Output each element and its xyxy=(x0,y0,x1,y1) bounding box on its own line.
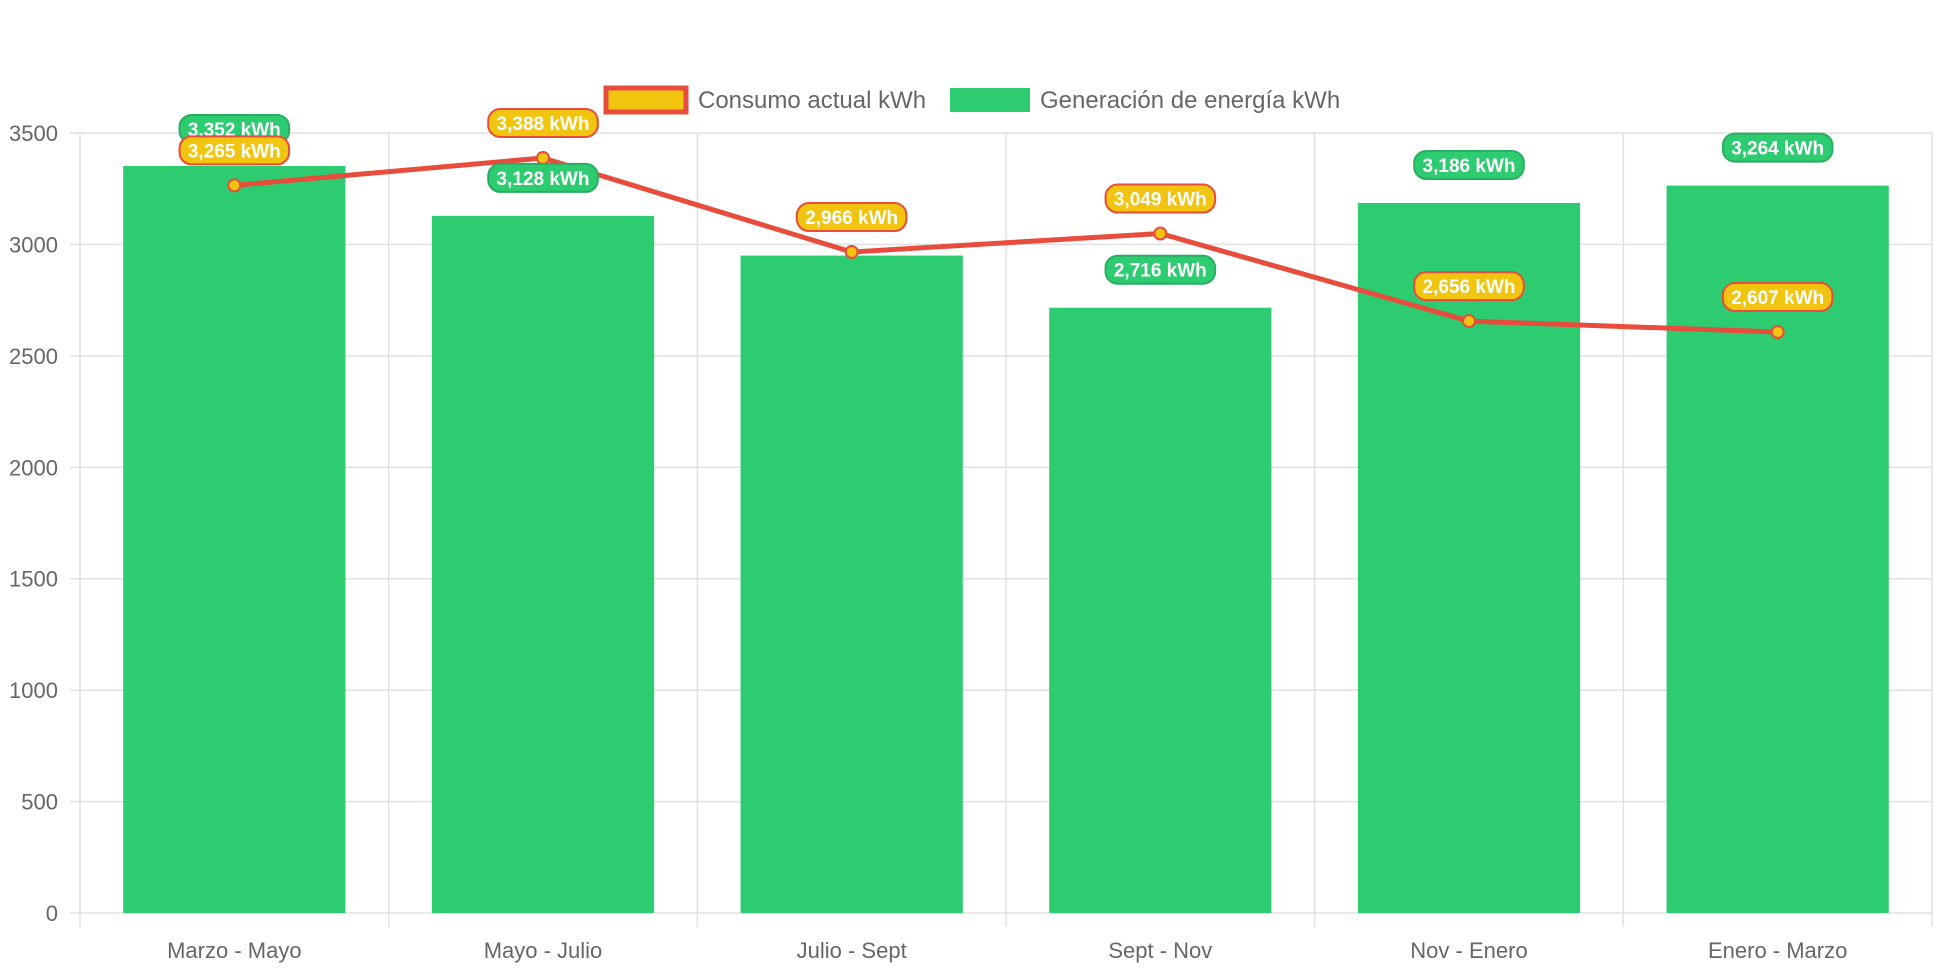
legend-label-generacion: Generación de energía kWh xyxy=(1040,87,1340,114)
bar[interactable] xyxy=(431,215,655,914)
legend-swatch-consumo xyxy=(603,85,689,115)
legend-item-consumo[interactable]: Consumo actual kWh xyxy=(603,85,926,115)
line-point[interactable] xyxy=(1153,226,1168,241)
y-tick-label: 2500 xyxy=(9,344,58,369)
line-data-label: 3,265 kWh xyxy=(178,135,291,166)
legend-label-consumo: Consumo actual kWh xyxy=(698,87,926,114)
line-data-label-text: 2,607 kWh xyxy=(1731,288,1824,309)
bar-data-label-box xyxy=(1104,254,1217,285)
line-point[interactable] xyxy=(1462,314,1476,329)
line-data-label-text: 3,265 kWh xyxy=(188,141,281,162)
line-point[interactable] xyxy=(1770,325,1785,340)
bar-data-label: 3,264 kWh xyxy=(1721,132,1834,163)
line-data-label-box xyxy=(1104,183,1217,214)
line-data-label: 3,388 kWh xyxy=(487,107,599,138)
line-data-label: 2,966 kWh xyxy=(795,202,908,233)
y-axis: 0 500 1000 1500 2000 2500 3000 3500 xyxy=(9,121,58,926)
line-data-label-text: 3,049 kWh xyxy=(1114,190,1207,211)
line-data-label-box xyxy=(1721,282,1834,313)
bar-data-label-text: 3,264 kWh xyxy=(1731,139,1824,160)
line-data-label: 3,049 kWh xyxy=(1104,183,1217,214)
bar-data-label-text: 3,186 kWh xyxy=(1423,156,1516,177)
x-tick-label: Nov - Enero xyxy=(1410,938,1527,963)
y-tick-label: 0 xyxy=(46,901,58,926)
y-tick-label: 1000 xyxy=(9,678,58,703)
chart-grid xyxy=(70,132,1933,927)
line-point[interactable] xyxy=(536,150,550,165)
line-data-label-text: 3,388 kWh xyxy=(497,114,590,135)
legend-swatch-generacion xyxy=(950,88,1030,112)
x-tick-label: Marzo - Mayo xyxy=(167,938,301,963)
bar-data-label-box xyxy=(1413,149,1525,180)
bar[interactable] xyxy=(740,255,963,914)
bar-data-label-text: 3,128 kWh xyxy=(497,169,590,190)
bar-data-label: 3,128 kWh xyxy=(487,162,599,193)
line-data-label-box xyxy=(178,135,291,166)
x-tick-label: Mayo - Julio xyxy=(484,938,603,963)
bar-series xyxy=(123,165,1889,914)
line-data-label-box xyxy=(487,107,599,138)
line-series xyxy=(227,150,1785,340)
bar-data-label: 3,186 kWh xyxy=(1413,149,1525,180)
line-point[interactable] xyxy=(227,178,242,193)
line-data-label-text: 2,966 kWh xyxy=(805,208,898,229)
bar[interactable] xyxy=(1357,202,1581,913)
x-tick-label: Julio - Sept xyxy=(797,938,907,963)
y-tick-label: 3500 xyxy=(9,121,58,146)
bar-data-label-box xyxy=(487,162,599,193)
bar-data-label: 2,716 kWh xyxy=(1104,254,1217,285)
bar[interactable] xyxy=(123,165,346,914)
line-data-label-box xyxy=(1413,271,1525,302)
line-path xyxy=(234,155,1778,335)
y-tick-label: 1500 xyxy=(9,567,58,592)
line-point[interactable] xyxy=(844,245,859,260)
x-tick-label: Sept - Nov xyxy=(1108,938,1212,963)
bar[interactable] xyxy=(1049,307,1272,914)
line-data-label: 2,656 kWh xyxy=(1413,271,1525,302)
x-tick-label: Enero - Marzo xyxy=(1708,938,1847,963)
y-tick-label: 500 xyxy=(21,790,58,815)
legend-item-generacion[interactable]: Generación de energía kWh xyxy=(950,87,1340,114)
line-data-label-box xyxy=(795,202,908,233)
bar-data-label-box xyxy=(1721,132,1834,163)
line-data-label: 2,607 kWh xyxy=(1721,282,1834,313)
bar-data-label-text: 2,716 kWh xyxy=(1114,261,1207,282)
x-axis: Marzo - Mayo Mayo - Julio Julio - Sept Sept… xyxy=(167,938,1847,963)
y-tick-label: 2000 xyxy=(9,455,58,480)
line-data-label-text: 2,656 kWh xyxy=(1423,277,1516,298)
legend[interactable]: Consumo actual kWh Generación de energía… xyxy=(603,85,1340,115)
y-tick-label: 3000 xyxy=(9,232,58,257)
